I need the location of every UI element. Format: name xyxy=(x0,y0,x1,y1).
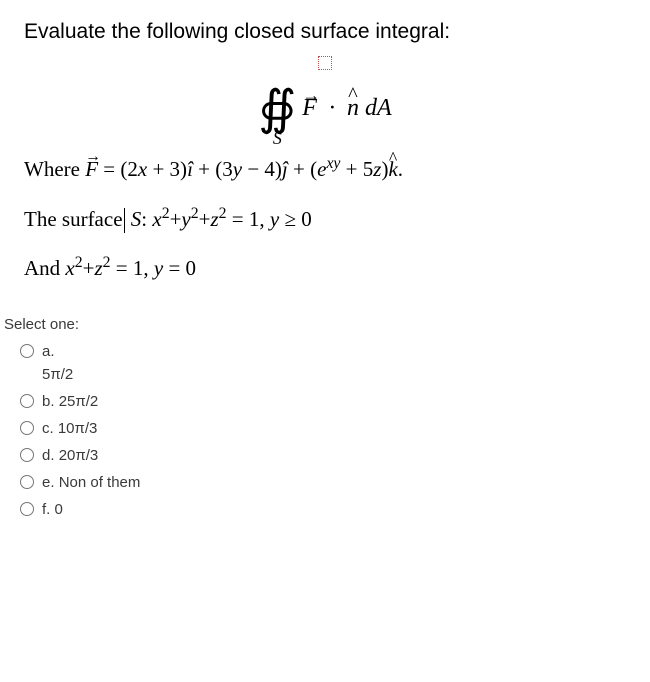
question-body: Evaluate the following closed surface in… xyxy=(0,0,650,310)
radio-c[interactable] xyxy=(20,421,34,435)
where-line: Where →F = (2x + 3)î + (3y − 4)ĵ + (exy … xyxy=(24,151,626,187)
vector-F: →F xyxy=(302,95,317,122)
option-c-text: c. 10π/3 xyxy=(42,418,97,439)
n-hat: ^n xyxy=(347,95,359,122)
radio-b[interactable] xyxy=(20,394,34,408)
option-f[interactable]: f. 0 xyxy=(20,499,650,520)
option-d-text: d. 20π/3 xyxy=(42,445,98,466)
radio-a[interactable] xyxy=(20,344,34,358)
option-a-text: a. 5π/2 xyxy=(42,341,73,385)
option-d[interactable]: d. 20π/3 xyxy=(20,445,650,466)
select-one-label: Select one: xyxy=(4,316,650,333)
dot-operator: · xyxy=(323,95,341,121)
surface-line-2: And x2+z2 = 1, y = 0 xyxy=(24,250,626,286)
flag-icon[interactable] xyxy=(318,56,332,70)
option-e-text: e. Non of them xyxy=(42,472,140,493)
question-prompt: Evaluate the following closed surface in… xyxy=(24,20,626,44)
answers-block: Select one: a. 5π/2 b. 25π/2 c. 10π/3 d.… xyxy=(0,310,650,538)
option-f-text: f. 0 xyxy=(42,499,63,520)
option-b[interactable]: b. 25π/2 xyxy=(20,391,650,412)
radio-d[interactable] xyxy=(20,448,34,462)
text-cursor xyxy=(124,208,125,233)
integral-expression: ∯S →F · ^n dA xyxy=(24,62,626,133)
radio-f[interactable] xyxy=(20,502,34,516)
k-hat: ^k xyxy=(388,153,397,187)
vector-F-def: →F xyxy=(85,153,98,187)
double-integral-symbol: ∯S xyxy=(258,85,296,133)
option-b-text: b. 25π/2 xyxy=(42,391,98,412)
radio-e[interactable] xyxy=(20,475,34,489)
option-e[interactable]: e. Non of them xyxy=(20,472,650,493)
dA: dA xyxy=(365,95,392,121)
integral-math: ∯S →F · ^n dA xyxy=(258,95,391,121)
option-c[interactable]: c. 10π/3 xyxy=(20,418,650,439)
option-a[interactable]: a. 5π/2 xyxy=(20,341,650,385)
surface-line-1: The surface S: x2+y2+z2 = 1, y ≥ 0 xyxy=(24,201,626,237)
